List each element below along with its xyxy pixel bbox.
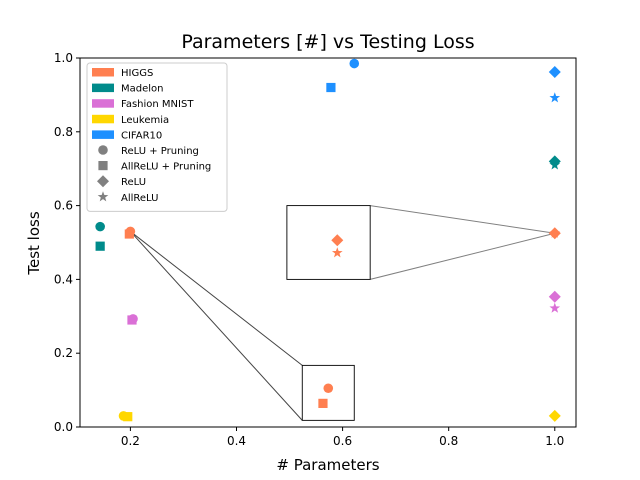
legend-label: AllReLU bbox=[121, 193, 158, 204]
legend-label: AllReLU + Pruning bbox=[121, 162, 211, 173]
legend-marker-circle bbox=[98, 145, 108, 155]
y-tick-label: 0.2 bbox=[54, 346, 73, 360]
point-leukemia-allrelu-pruning bbox=[123, 412, 133, 422]
legend-item-higgs: HIGGS bbox=[92, 68, 153, 79]
y-tick-label: 0.8 bbox=[54, 125, 73, 139]
y-axis-label: Test loss bbox=[25, 211, 43, 275]
point-cifar10-relu-pruning bbox=[349, 58, 360, 69]
legend-item-relu-pruning: ReLU + Pruning bbox=[98, 145, 199, 157]
point-fashion-mnist-allrelu-pruning bbox=[127, 315, 137, 325]
point-leukemia-relu bbox=[548, 409, 561, 422]
y-tick-label: 0.0 bbox=[54, 420, 73, 434]
point-madelon-allrelu bbox=[549, 159, 561, 170]
inset-higgs-dense bbox=[286, 205, 371, 280]
legend-item-cifar10: CIFAR10 bbox=[92, 130, 162, 141]
legend-swatch bbox=[92, 83, 114, 93]
inset-higgs-sparse bbox=[301, 364, 355, 421]
legend-swatch bbox=[92, 114, 114, 124]
inset-point-higgs-relu bbox=[331, 234, 344, 247]
legend: HIGGS Madelon Fashion MNIST Leukemia CIFAR10… bbox=[86, 62, 228, 212]
legend-box bbox=[86, 62, 228, 212]
inset-connectors bbox=[130, 205, 555, 421]
y-tick-label: 1.0 bbox=[54, 51, 73, 65]
point-cifar10-allrelu-pruning bbox=[326, 82, 336, 93]
axes: 0.2 0.4 0.6 0.8 1.0 0.0 0.2 0.4 0.6 0.8 1.0 bbox=[54, 51, 564, 448]
x-axis-label: # Parameters bbox=[276, 456, 379, 474]
plot-frame bbox=[79, 57, 577, 428]
y-tick-label: 0.4 bbox=[54, 272, 73, 286]
inset-connector-line bbox=[370, 205, 555, 234]
legend-label: ReLU bbox=[121, 177, 146, 188]
point-madelon-allrelu-pruning bbox=[95, 241, 105, 251]
legend-item-allrelu-pruning: AllReLU + Pruning bbox=[98, 161, 211, 173]
legend-label: Madelon bbox=[121, 84, 164, 95]
chart-title: Parameters [#] vs Testing Loss bbox=[181, 31, 474, 53]
legend-item-relu: ReLU bbox=[97, 175, 146, 188]
inset-point-higgs-allrelu-pruning bbox=[318, 398, 328, 408]
point-cifar10-relu bbox=[548, 66, 561, 79]
x-tick-label: 0.8 bbox=[439, 434, 458, 448]
data-points bbox=[95, 58, 561, 422]
legend-label: HIGGS bbox=[121, 68, 153, 79]
legend-item-madelon: Madelon bbox=[92, 83, 164, 95]
point-higgs-allrelu-pruning bbox=[124, 229, 134, 239]
x-tick-label: 0.4 bbox=[227, 434, 246, 448]
legend-item-allrelu: AllReLU bbox=[97, 191, 158, 204]
inset-box bbox=[286, 205, 371, 280]
legend-label: Leukemia bbox=[121, 115, 169, 126]
legend-marker-star bbox=[97, 191, 109, 202]
legend-marker-square bbox=[98, 161, 108, 171]
x-tick-label: 0.2 bbox=[121, 434, 140, 448]
legend-swatch bbox=[92, 68, 114, 77]
legend-label: CIFAR10 bbox=[121, 130, 162, 141]
legend-item-leukemia: Leukemia bbox=[92, 114, 169, 126]
inset-point-higgs-allrelu bbox=[331, 247, 343, 258]
point-higgs-allrelu bbox=[549, 227, 561, 238]
point-fashion-mnist-relu bbox=[548, 290, 561, 303]
legend-label: Fashion MNIST bbox=[121, 99, 194, 110]
legend-marker-diamond bbox=[97, 175, 109, 188]
x-tick-label: 0.6 bbox=[333, 434, 352, 448]
x-tick-label: 1.0 bbox=[545, 434, 564, 448]
y-tick-label: 0.6 bbox=[54, 199, 73, 213]
insets bbox=[286, 205, 371, 421]
legend-swatch bbox=[92, 99, 114, 108]
inset-connector-line bbox=[370, 232, 555, 280]
legend-item-fashion-mnist: Fashion MNIST bbox=[92, 99, 194, 110]
point-cifar10-allrelu bbox=[549, 92, 561, 103]
point-fashion-mnist-allrelu bbox=[549, 302, 561, 313]
legend-label: ReLU + Pruning bbox=[121, 146, 199, 157]
point-madelon-relu-pruning bbox=[95, 221, 105, 232]
inset-connector-line bbox=[130, 231, 303, 421]
inset-connector-line bbox=[130, 231, 303, 366]
legend-swatch bbox=[92, 130, 114, 139]
inset-point-higgs-relu-pruning bbox=[323, 383, 334, 394]
